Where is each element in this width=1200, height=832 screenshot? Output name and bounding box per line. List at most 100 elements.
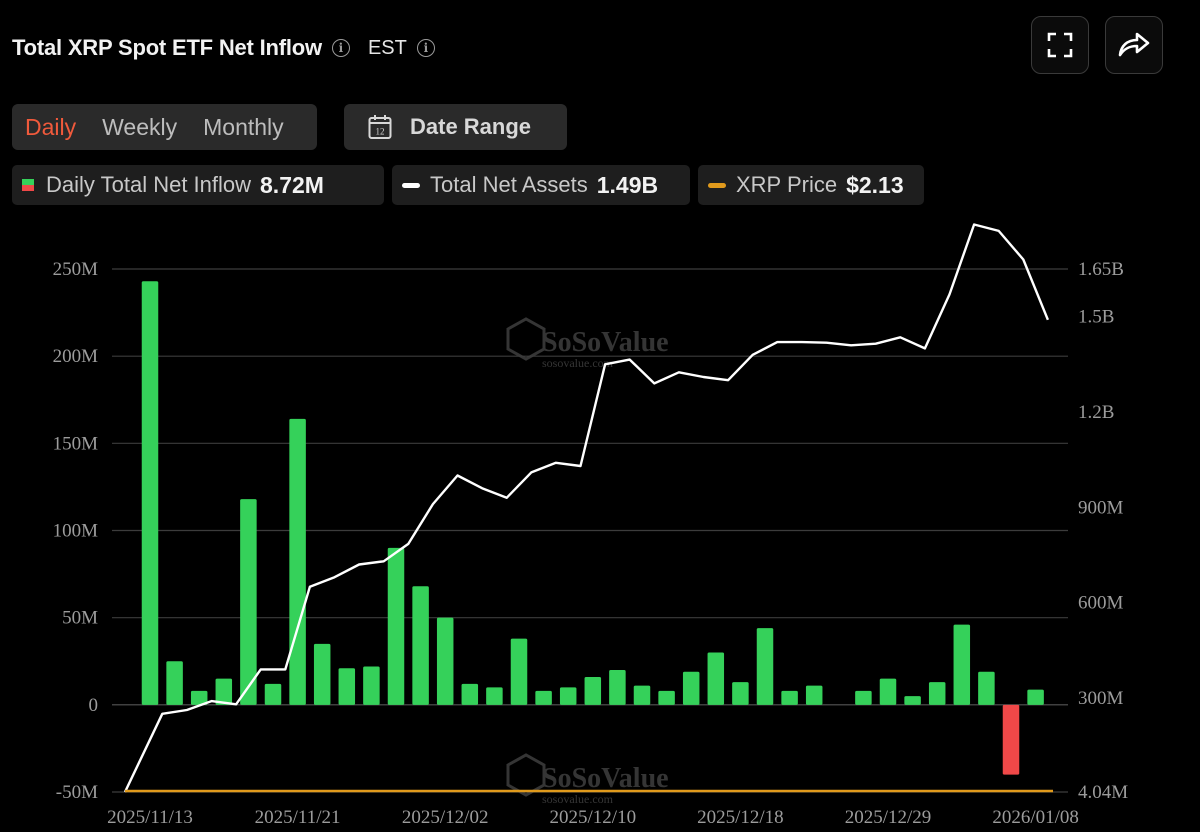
info-icon[interactable]: i xyxy=(331,39,350,57)
legend-inflow[interactable]: Daily Total Net Inflow 8.72M xyxy=(12,165,384,205)
y-right-tick-label: 900M xyxy=(1078,497,1124,518)
watermarks: SoSoValuesosovalue.comSoSoValuesosovalue… xyxy=(506,317,669,806)
inflow-bar xyxy=(855,690,872,705)
inflow-bar xyxy=(436,617,454,705)
share-button[interactable] xyxy=(1105,16,1163,74)
legend-price[interactable]: XRP Price $2.13 xyxy=(698,165,924,205)
inflow-bar xyxy=(461,683,479,705)
inflow-bars xyxy=(141,281,1044,775)
y-right-tick-label: 1.2B xyxy=(1078,402,1114,423)
inflow-bar xyxy=(928,682,946,705)
y-left-tick-label: 200M xyxy=(53,346,99,367)
watermark-brand: SoSoValue xyxy=(542,763,669,794)
legend-price-label: XRP Price xyxy=(736,172,838,197)
inflow-bar xyxy=(1027,689,1044,705)
inflow-bar xyxy=(387,547,405,705)
inflow-bar xyxy=(756,628,774,705)
inflow-bar xyxy=(190,690,208,705)
timezone-label: EST xyxy=(367,36,407,59)
legend-price-value: $2.13 xyxy=(846,171,904,198)
y-right-tick-label: 4.04M xyxy=(1078,782,1128,803)
legend-assets[interactable]: Total Net Assets 1.49B xyxy=(392,165,690,205)
inflow-bar xyxy=(215,678,233,705)
inflow-bar xyxy=(781,690,798,705)
y-right-tick-label: 1.65B xyxy=(1078,259,1124,280)
inflow-bar xyxy=(732,682,749,705)
tab-weekly[interactable]: Weekly xyxy=(102,113,178,140)
y-left-tick-label: 100M xyxy=(53,521,99,542)
watermark-logo-icon xyxy=(506,317,546,361)
total-net-assets-line xyxy=(123,223,1050,793)
x-tick-label: 2025/11/21 xyxy=(255,807,341,828)
price-swatch xyxy=(708,182,726,188)
watermark-logo-icon xyxy=(506,753,546,797)
legend-assets-label: Total Net Assets xyxy=(430,172,588,197)
x-tick-label: 2025/12/29 xyxy=(845,807,932,828)
y-right-tick-label: 600M xyxy=(1078,593,1124,614)
inflow-bar xyxy=(904,696,921,705)
y-axis-right: 4.04M 300M 600M 900M 1.2B 1.5B 1.65B xyxy=(1078,259,1128,803)
period-tabs: Daily Weekly Monthly xyxy=(12,104,317,150)
y-right-tick-label: 1.5B xyxy=(1078,307,1114,328)
inflow-bar xyxy=(559,687,577,705)
inflow-bar xyxy=(584,676,602,705)
date-range-button[interactable]: 12 Date Range xyxy=(344,104,567,150)
chart-header: Total XRP Spot ETF Net Inflow i EST i xyxy=(12,28,435,68)
watermark-brand: SoSoValue xyxy=(542,327,669,358)
share-icon xyxy=(1118,32,1150,57)
inflow-bar xyxy=(707,652,725,705)
inflow-bar xyxy=(289,418,306,705)
calendar-icon: 12 xyxy=(368,115,392,139)
inflow-bar xyxy=(609,669,626,705)
x-tick-label: 2025/11/13 xyxy=(107,807,193,828)
x-tick-label: 2025/12/18 xyxy=(697,807,784,828)
fullscreen-button[interactable] xyxy=(1031,16,1089,74)
inflow-bar xyxy=(338,668,356,705)
x-axis: 2025/11/13 2025/11/21 2025/12/02 2025/12/10… xyxy=(107,807,1079,828)
date-range-label: Date Range xyxy=(410,114,532,139)
x-tick-label: 2025/12/02 xyxy=(402,807,489,828)
tab-daily[interactable]: Daily xyxy=(25,113,77,140)
legend-inflow-value: 8.72M xyxy=(260,171,324,198)
inflow-bar xyxy=(510,638,528,705)
inflow-bar xyxy=(412,586,429,705)
legend-assets-value: 1.49B xyxy=(596,171,659,198)
inflow-bar xyxy=(682,671,700,705)
y-left-tick-label: 0 xyxy=(89,695,99,716)
inflow-bar xyxy=(535,690,552,705)
y-left-tick-label: -50M xyxy=(56,782,98,803)
grid-lines xyxy=(112,268,1068,793)
inflow-bar xyxy=(141,281,159,705)
inflow-bar xyxy=(486,687,503,705)
fullscreen-icon xyxy=(1047,32,1073,58)
inflow-bar xyxy=(240,499,257,705)
inflow-bar xyxy=(953,624,971,705)
inflow-bar xyxy=(658,690,675,705)
y-left-tick-label: 50M xyxy=(62,608,98,629)
x-tick-label: 2026/01/08 xyxy=(992,807,1079,828)
inflow-bar xyxy=(879,678,897,705)
watermark-site: sosovalue.com xyxy=(542,356,614,370)
tab-monthly[interactable]: Monthly xyxy=(203,113,284,140)
page-title: Total XRP Spot ETF Net Inflow xyxy=(12,35,322,60)
series-lines xyxy=(123,223,1053,793)
watermark-site: sosovalue.com xyxy=(542,792,614,806)
y-left-tick-label: 250M xyxy=(53,259,99,280)
inflow-bar xyxy=(805,685,823,705)
inflow-bar xyxy=(313,643,331,705)
inflow-bar xyxy=(264,683,282,705)
y-axis-left: -50M 0 50M 100M 150M 200M 250M xyxy=(53,259,99,803)
svg-text:12: 12 xyxy=(376,127,385,137)
x-tick-label: 2025/12/10 xyxy=(550,807,637,828)
inflow-bar xyxy=(978,671,995,705)
assets-swatch xyxy=(402,182,420,188)
inflow-bar xyxy=(363,666,380,705)
y-right-tick-label: 300M xyxy=(1078,688,1124,709)
inflow-bar xyxy=(166,661,183,705)
inflow-bar xyxy=(633,685,651,705)
y-left-tick-label: 150M xyxy=(53,433,99,454)
inflow-swatch xyxy=(22,179,34,191)
info-icon[interactable]: i xyxy=(416,39,435,57)
